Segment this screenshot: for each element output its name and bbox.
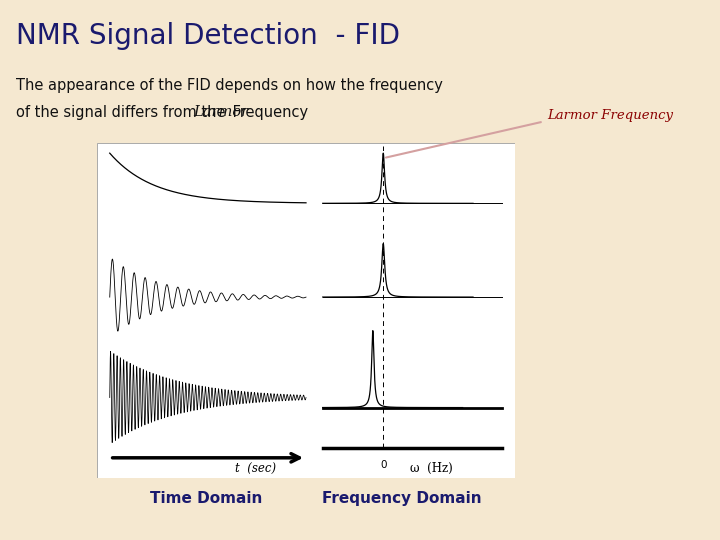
Text: The appearance of the FID depends on how the frequency: The appearance of the FID depends on how…	[16, 78, 443, 93]
Text: t  (sec): t (sec)	[235, 463, 276, 476]
Text: 0: 0	[380, 460, 387, 469]
Text: Frequency: Frequency	[228, 105, 307, 120]
Text: Frequency Domain: Frequency Domain	[323, 491, 482, 507]
Text: NMR Signal Detection  - FID: NMR Signal Detection - FID	[16, 22, 400, 50]
Text: Time Domain: Time Domain	[150, 491, 262, 507]
Text: Larmor Frequency: Larmor Frequency	[547, 109, 673, 122]
Text: ω  (Hz): ω (Hz)	[410, 462, 453, 475]
Text: Larmor: Larmor	[193, 105, 248, 119]
Text: of the signal differs from the: of the signal differs from the	[16, 105, 235, 120]
